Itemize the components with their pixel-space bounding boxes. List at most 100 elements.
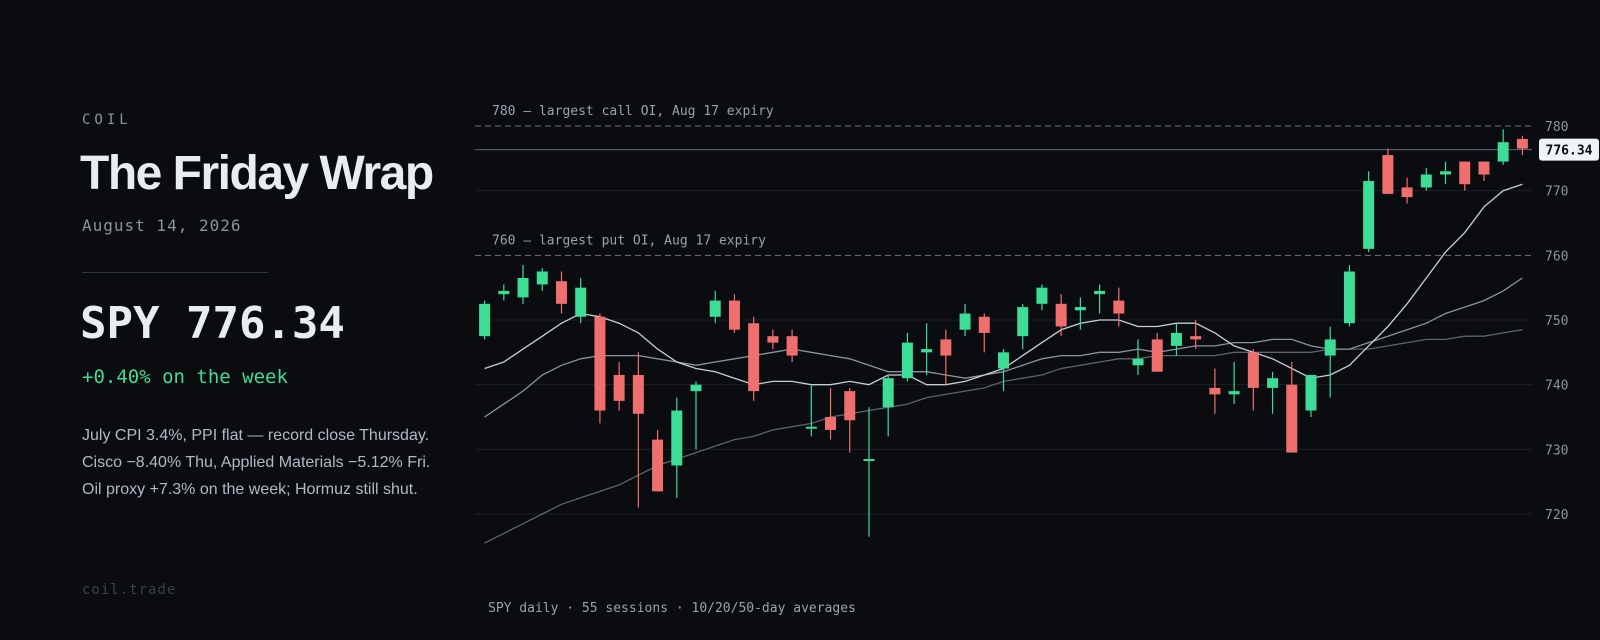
y-tick-label: 770 <box>1545 185 1568 200</box>
candle <box>1094 284 1106 314</box>
candle <box>1497 129 1509 165</box>
candle <box>517 265 529 304</box>
candle <box>690 381 702 450</box>
candle-body <box>479 303 491 337</box>
candle <box>671 397 683 498</box>
last-price-badge <box>1539 138 1599 161</box>
candle <box>1267 371 1279 414</box>
candle-body <box>1401 187 1413 198</box>
candle <box>613 362 625 411</box>
candle-body <box>613 374 625 401</box>
candle-body <box>517 277 529 298</box>
candle <box>767 329 779 350</box>
note-line: Oil proxy +7.3% on the week; Hormuz stil… <box>82 481 418 498</box>
candle-body <box>863 459 875 462</box>
candle <box>844 387 856 453</box>
date-label: August 14, 2026 <box>82 216 242 235</box>
candle-body <box>728 300 740 330</box>
candle-body <box>882 378 894 408</box>
candle-body <box>1324 339 1336 356</box>
candle-body <box>632 374 644 414</box>
candle-body <box>1286 384 1298 453</box>
candle <box>1017 303 1029 350</box>
candle-body <box>1228 391 1240 395</box>
candle-body <box>748 323 760 392</box>
candle-body <box>1343 271 1355 324</box>
candle-body <box>1247 352 1259 388</box>
note-line: July CPI 3.4%, PPI flat — record close T… <box>82 427 430 444</box>
candle <box>1401 177 1413 204</box>
candle-body <box>1459 161 1471 185</box>
weekly-change: +0.40% on the week <box>82 366 288 388</box>
market-notes: July CPI 3.4%, PPI flat — record close T… <box>82 422 430 503</box>
candle-body <box>825 417 837 430</box>
candle <box>959 303 971 337</box>
candle <box>1440 161 1452 185</box>
annotation-label: 760 — largest put OI, Aug 17 expiry <box>492 233 766 248</box>
y-tick-label: 740 <box>1545 379 1568 394</box>
candle-body <box>921 349 933 353</box>
candle-body <box>1190 336 1202 340</box>
candle <box>1363 171 1375 253</box>
candle-body <box>594 316 606 411</box>
candle-body <box>1151 339 1163 372</box>
candle <box>863 407 875 537</box>
brand-label: COIL <box>82 112 132 128</box>
candle-body <box>498 290 510 295</box>
candle <box>1190 320 1202 350</box>
candle <box>594 313 606 424</box>
candle <box>1074 297 1086 330</box>
candle-body <box>1267 378 1279 388</box>
candle <box>1055 294 1067 337</box>
candle-body <box>575 287 587 317</box>
y-tick-label: 730 <box>1545 443 1568 458</box>
candle-body <box>901 342 913 379</box>
candle <box>978 313 990 353</box>
footer-site: coil.trade <box>82 582 177 598</box>
candle <box>728 294 740 333</box>
y-tick-label: 750 <box>1545 314 1568 329</box>
candle <box>1420 168 1432 191</box>
candle-body <box>1094 290 1106 295</box>
candle <box>575 277 587 324</box>
candle <box>882 374 894 437</box>
candle-body <box>1440 171 1452 175</box>
candle-body <box>998 352 1009 369</box>
candle-body <box>1074 307 1086 311</box>
y-tick-label: 720 <box>1545 508 1568 523</box>
candle-body <box>1132 358 1144 366</box>
candle-body <box>844 391 856 421</box>
divider <box>82 272 268 273</box>
candle-body <box>1363 180 1375 249</box>
candle <box>652 429 664 492</box>
y-tick-label: 760 <box>1545 249 1568 264</box>
candle-body <box>1516 138 1528 149</box>
candle <box>1478 161 1490 181</box>
candle <box>1151 332 1163 372</box>
candle-body <box>959 313 971 330</box>
candle <box>536 268 548 291</box>
candle <box>1209 368 1221 414</box>
y-tick-label: 780 <box>1545 120 1568 135</box>
page-title: The Friday Wrap <box>80 147 434 200</box>
last-price-label: 776.34 <box>1546 144 1593 159</box>
candle <box>1324 326 1336 398</box>
candle <box>921 323 933 375</box>
note-line: Cisco −8.40% Thu, Applied Materials −5.1… <box>82 454 431 471</box>
candle-body <box>1017 307 1029 337</box>
candle <box>1382 148 1394 194</box>
candle-body <box>671 410 683 466</box>
chart-caption: SPY daily · 55 sessions · 10/20/50-day a… <box>488 601 856 616</box>
candle <box>998 349 1009 392</box>
candle-body <box>1305 374 1317 411</box>
candle <box>748 316 760 401</box>
candle <box>1132 339 1144 375</box>
candle <box>1305 374 1317 417</box>
candle-body <box>652 439 664 492</box>
candle <box>498 284 510 301</box>
candle-body <box>940 339 952 356</box>
candle <box>940 329 952 385</box>
candle-body <box>1420 174 1432 188</box>
candle <box>1113 287 1125 327</box>
